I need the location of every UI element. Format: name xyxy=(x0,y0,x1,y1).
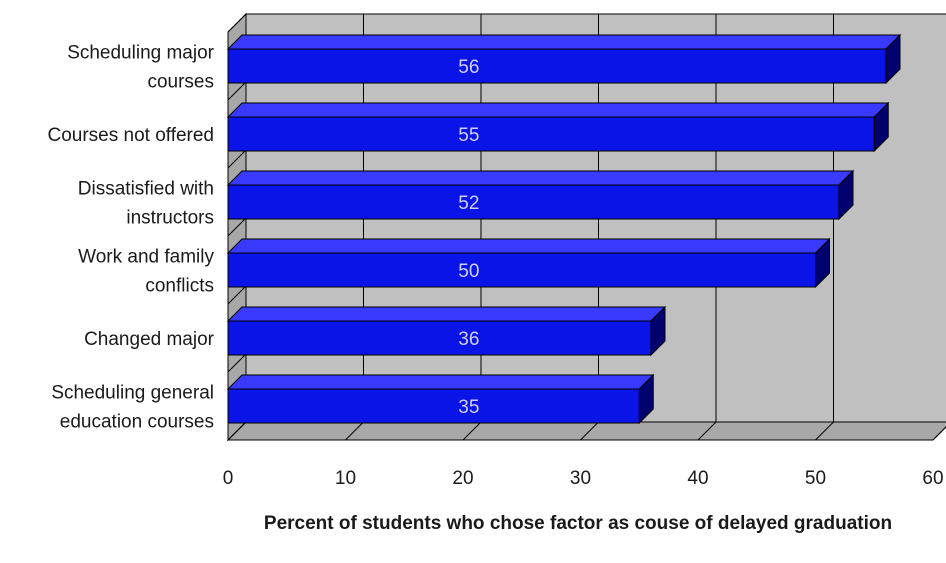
category-separator xyxy=(227,149,247,169)
category-label: Scheduling general education courses xyxy=(51,383,214,433)
bar-value-label: 36 xyxy=(458,329,479,350)
category-separator xyxy=(227,421,247,441)
floor-grid-line xyxy=(345,421,364,441)
x-tick-label: 30 xyxy=(570,468,591,489)
category-label: Work and family conflicts xyxy=(78,247,214,297)
bar-top xyxy=(226,34,902,50)
bar-value-label: 55 xyxy=(458,125,479,146)
x-tick-label: 0 xyxy=(223,468,234,489)
bar-value-label: 52 xyxy=(458,193,479,214)
floor-grid-line xyxy=(697,421,717,441)
category-separator xyxy=(227,217,247,237)
bar-value-label: 35 xyxy=(458,397,479,418)
chart-floor xyxy=(226,421,946,441)
category-label: Scheduling major courses xyxy=(67,43,214,93)
category-separator xyxy=(227,13,247,33)
category-separator xyxy=(227,353,247,373)
x-tick-label: 40 xyxy=(687,468,708,489)
floor-grid-line xyxy=(580,421,599,441)
x-tick-label: 10 xyxy=(335,468,356,489)
bar xyxy=(227,116,875,152)
x-tick-label: 50 xyxy=(805,468,826,489)
category-label: Courses not offered xyxy=(47,125,214,146)
floor-grid-line xyxy=(815,421,834,441)
floor-grid-line xyxy=(932,426,946,441)
category-label: Dissatisfied with instructors xyxy=(78,179,214,229)
bar-value-label: 50 xyxy=(458,261,479,282)
bar xyxy=(227,388,640,424)
bar-top xyxy=(226,374,655,390)
bar-value-label: 56 xyxy=(458,57,479,78)
bar xyxy=(227,48,887,84)
floor-grid-line xyxy=(462,421,482,441)
x-axis-title: Percent of students who chose factor as … xyxy=(263,513,893,534)
category-separator xyxy=(227,285,247,305)
category-separator xyxy=(227,81,247,101)
bar-top xyxy=(226,238,831,254)
x-tick-label: 60 xyxy=(922,468,943,489)
bar-top xyxy=(226,170,855,186)
category-label: Changed major xyxy=(84,329,215,350)
bar-top xyxy=(226,306,667,322)
bar xyxy=(227,252,816,288)
bar xyxy=(227,320,652,356)
bar xyxy=(227,184,840,220)
bar-top xyxy=(226,102,890,118)
x-tick-label: 20 xyxy=(452,468,473,489)
